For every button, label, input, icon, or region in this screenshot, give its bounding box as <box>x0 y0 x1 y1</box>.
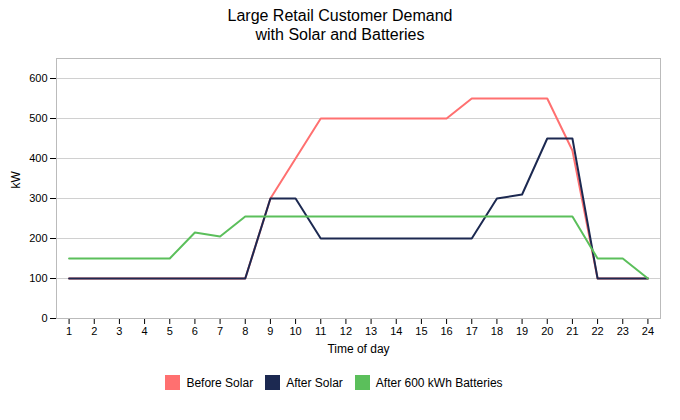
svg-text:14: 14 <box>390 326 402 338</box>
svg-text:15: 15 <box>415 326 427 338</box>
svg-text:6: 6 <box>192 326 198 338</box>
svg-text:8: 8 <box>242 326 248 338</box>
html-text:After 600 kWh Batteries: After 600 kWh Batteries <box>375 375 503 390</box>
svg-text:7: 7 <box>217 326 223 338</box>
svg-text:19: 19 <box>516 326 528 338</box>
svg-text:4: 4 <box>142 326 148 338</box>
svg-text:1: 1 <box>66 326 72 338</box>
svg-text:9: 9 <box>267 326 273 338</box>
svg-text:5: 5 <box>167 326 173 338</box>
html-text:After Solar: After Solar <box>286 375 343 390</box>
svg-text:300: 300 <box>29 192 47 204</box>
svg-text:10: 10 <box>289 326 301 338</box>
svg-text:kW: kW <box>9 171 23 189</box>
svg-text:Time of day: Time of day <box>327 342 389 356</box>
svg-text:600: 600 <box>29 72 47 84</box>
svg-text:200: 200 <box>29 232 47 244</box>
svg-text:2: 2 <box>91 326 97 338</box>
svg-text:3: 3 <box>116 326 122 338</box>
html-text:Large Retail Customer Demand w: Large Retail Customer Demand with Solar … <box>227 7 453 44</box>
svg-text:12: 12 <box>340 326 352 338</box>
svg-text:21: 21 <box>566 326 578 338</box>
svg-text:16: 16 <box>440 326 452 338</box>
html-text:Before Solar: Before Solar <box>186 375 254 390</box>
svg-text:100: 100 <box>29 272 47 284</box>
svg-text:500: 500 <box>29 112 47 124</box>
svg-text:22: 22 <box>591 326 603 338</box>
svg-text:11: 11 <box>315 326 326 338</box>
svg-text:13: 13 <box>365 326 377 338</box>
svg-text:24: 24 <box>642 326 654 338</box>
svg-text:17: 17 <box>466 326 478 338</box>
svg-text:18: 18 <box>491 326 503 338</box>
svg-text:20: 20 <box>541 326 553 338</box>
svg-text:0: 0 <box>41 312 47 324</box>
svg-text:400: 400 <box>29 152 47 164</box>
svg-text:23: 23 <box>617 326 629 338</box>
